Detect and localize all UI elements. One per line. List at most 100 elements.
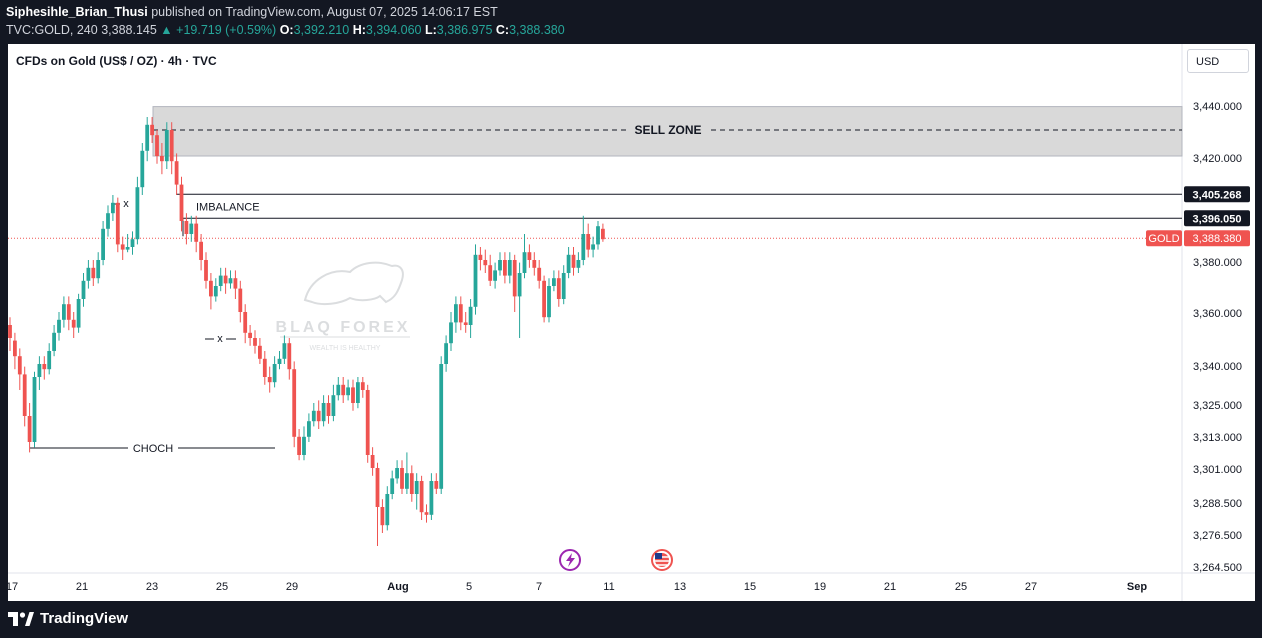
candle-body xyxy=(106,213,110,229)
level-price-tag: 3,396.050 xyxy=(1193,213,1242,225)
candle-body xyxy=(27,416,32,442)
time-tick: 11 xyxy=(603,581,614,593)
candle-body xyxy=(213,286,218,297)
price-tick: 3,301.000 xyxy=(1193,464,1242,476)
candle-body xyxy=(439,364,444,489)
candle-body xyxy=(47,351,52,370)
candle-body xyxy=(125,247,130,250)
level-price-tag: 3,405.268 xyxy=(1193,189,1242,201)
candle-body xyxy=(532,260,537,268)
lightning-event-icon[interactable] xyxy=(559,549,581,571)
price-tick: 3,313.000 xyxy=(1193,432,1242,444)
price-axis[interactable]: 3,440.000 3,420.000 3,380.000 3,360.000 3,34… xyxy=(1193,101,1242,574)
bull-logo-icon xyxy=(303,261,404,306)
candle-body xyxy=(258,345,262,359)
candle-body xyxy=(414,481,419,494)
candle-body xyxy=(522,252,527,273)
watermark-tagline: WEALTH IS HEALTHY xyxy=(310,345,381,352)
candle-body xyxy=(81,280,86,299)
price-tick: 3,340.000 xyxy=(1193,361,1242,373)
candle-body xyxy=(316,410,321,422)
time-axis[interactable]: 17 21 23 25 29 Aug 5 7 11 13 15 19 21 25 27 Sep xyxy=(6,581,1147,593)
price-tick: 3,325.000 xyxy=(1193,400,1242,412)
watermark-brand: BLAQ FOREX xyxy=(276,319,411,336)
symbol-tag: GOLD xyxy=(1148,233,1179,245)
candle-body xyxy=(248,332,252,338)
candle-body xyxy=(429,481,434,515)
time-tick: 23 xyxy=(146,581,158,593)
candle-body xyxy=(341,384,346,396)
close-value: 3,388.380 xyxy=(509,23,565,37)
candle-body xyxy=(135,187,140,240)
candle-body xyxy=(351,387,355,403)
close-label: C: xyxy=(495,23,510,37)
candle-body xyxy=(449,322,453,344)
x-mark-1: x xyxy=(123,198,129,210)
currency-selector[interactable]: USD xyxy=(1187,49,1249,73)
candle-body xyxy=(76,299,81,328)
candle-body xyxy=(253,338,257,346)
candle-body xyxy=(537,267,542,281)
candle-body xyxy=(365,390,370,455)
candle-body xyxy=(468,306,473,325)
candle-body xyxy=(204,260,208,281)
time-tick: 19 xyxy=(814,581,826,593)
candle-body xyxy=(375,468,380,507)
candle-body xyxy=(91,267,96,279)
candle-body xyxy=(96,260,101,279)
publish-line: Siphesihle_Brian_Thusi published on Trad… xyxy=(6,5,498,19)
published-text: published on TradingView.com, August 07,… xyxy=(151,5,498,19)
candle-body xyxy=(576,260,581,268)
time-tick: 17 xyxy=(6,581,18,593)
candle-body xyxy=(463,322,468,325)
time-tick: 21 xyxy=(884,581,896,593)
level-price-tag-bg xyxy=(1184,210,1250,227)
price-tick: 3,380.000 xyxy=(1193,257,1242,269)
symbol-tag-bg xyxy=(1146,230,1182,247)
imbalance-label: IMBALANCE xyxy=(196,201,260,213)
candle-body xyxy=(169,130,174,162)
candle-body xyxy=(326,403,331,416)
low-value: 3,386.975 xyxy=(436,23,493,37)
candle-body xyxy=(311,410,316,422)
candle-body xyxy=(321,403,326,422)
candle-body xyxy=(434,481,439,489)
last-price: 3,388.145 xyxy=(101,23,157,37)
candle-body xyxy=(542,280,546,318)
candle-body xyxy=(331,395,336,416)
current-price-tag-bg xyxy=(1184,230,1250,247)
candle-body xyxy=(297,436,301,455)
candle-body xyxy=(493,270,497,281)
author-name[interactable]: Siphesihle_Brian_Thusi xyxy=(6,5,148,19)
candle-body xyxy=(199,241,203,260)
candle-body xyxy=(571,254,576,268)
time-tick: 27 xyxy=(1025,581,1037,593)
candle-body xyxy=(591,244,595,250)
time-tick: Aug xyxy=(387,581,408,593)
symbol-label: TVC:GOLD, 240 xyxy=(6,23,98,37)
candle-body xyxy=(302,436,306,455)
candle-body xyxy=(336,384,341,396)
candle-body xyxy=(556,278,561,299)
tradingview-logo[interactable]: TradingView xyxy=(8,610,128,627)
choch-label: CHOCH xyxy=(133,443,173,455)
candle-body xyxy=(346,387,350,396)
price-labels: 3,405.268 3,396.050 GOLD 3,388.380 xyxy=(1146,186,1250,247)
price-tick: 3,276.500 xyxy=(1193,530,1242,542)
tradingview-logo-icon xyxy=(8,611,34,626)
price-tick: 3,264.500 xyxy=(1193,562,1242,574)
low-label: L: xyxy=(424,23,437,37)
candle-body xyxy=(233,278,238,289)
candle-body xyxy=(409,473,414,494)
candle-body xyxy=(586,234,591,250)
watermark: BLAQ FOREX WEALTH IS HEALTHY xyxy=(276,261,411,352)
candle-body xyxy=(209,280,213,297)
candle-body xyxy=(52,332,56,351)
footer-bar xyxy=(0,601,1262,638)
candle-body xyxy=(473,254,478,307)
candle-body xyxy=(184,221,189,234)
us-flag-event-icon[interactable] xyxy=(651,549,673,571)
candle-body xyxy=(282,343,287,359)
candle-body xyxy=(527,252,532,260)
